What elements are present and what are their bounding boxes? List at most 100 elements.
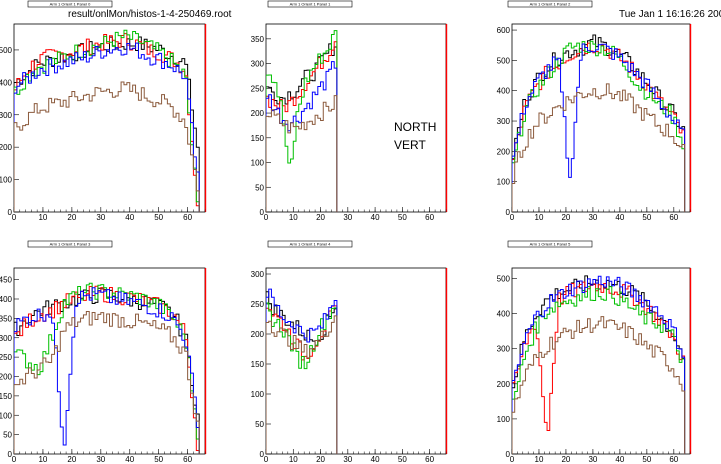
series-line — [14, 285, 200, 454]
panel-4: Arm 1 Orient 1 Panel 4 0 10 20 30 40 50 60 0 50 10… — [251, 240, 448, 464]
panel-title-tab: Arm 1 Orient 1 Panel 1 — [267, 0, 353, 8]
y-tick-label: 300 — [0, 111, 13, 120]
y-tick-label: 100 — [0, 411, 13, 420]
x-tick-label: 50 — [642, 455, 651, 464]
panel-title: Arm 1 Orient 1 Panel 5 — [530, 242, 571, 247]
y-tick-label: 400 — [0, 295, 13, 304]
series-line — [14, 311, 200, 454]
panel-title-tab: Arm 1 Orient 1 Panel 3 — [27, 240, 113, 248]
y-tick-label: 500 — [497, 56, 511, 65]
y-tick-label: 0 — [8, 208, 13, 217]
x-tick-label: 60 — [425, 213, 434, 222]
x-tick-label: 60 — [425, 455, 434, 464]
x-tick-label: 50 — [398, 213, 407, 222]
series-line — [14, 42, 200, 212]
x-tick-label: 30 — [588, 455, 597, 464]
panel-title: Arm 1 Orient 1 Panel 2 — [530, 2, 571, 7]
y-tick-label: 200 — [0, 143, 13, 152]
y-tick-label: 0 — [260, 450, 265, 459]
x-tick-label: 60 — [183, 455, 192, 464]
series-line — [512, 281, 686, 454]
y-tick-label: 200 — [0, 373, 13, 382]
y-tick-label: 400 — [497, 87, 511, 96]
series-line — [266, 315, 338, 454]
series-line — [266, 95, 338, 212]
y-tick-label: 300 — [497, 345, 511, 354]
x-tick-label: 50 — [154, 455, 163, 464]
x-tick-label: 10 — [38, 213, 47, 222]
y-tick-label: 400 — [0, 78, 13, 87]
y-tick-label: 50 — [255, 183, 264, 192]
date-time: Tue Jan 1 16:16:26 2008 — [619, 9, 721, 20]
panel-3: Arm 1 Orient 1 Panel 3 0 10 20 30 40 50 60 0 50 10… — [0, 240, 207, 464]
series-line — [512, 83, 686, 212]
panel-title-tab: Arm 1 Orient 1 Panel 5 — [507, 240, 593, 248]
x-tick-label: 60 — [669, 455, 678, 464]
y-tick-label: 200 — [497, 380, 511, 389]
y-tick-label: 300 — [497, 117, 511, 126]
panel-5: Arm 1 Orient 1 Panel 5 0 10 20 30 40 50 60 0 100 2… — [497, 240, 692, 464]
y-tick-label: 0 — [260, 208, 265, 217]
series-line — [512, 316, 686, 454]
y-tick-label: 150 — [251, 134, 265, 143]
x-tick-label: 40 — [125, 213, 134, 222]
x-tick-label: 10 — [38, 455, 47, 464]
y-tick-label: 300 — [251, 270, 265, 279]
series-line — [512, 275, 686, 454]
x-tick-label: 40 — [615, 213, 624, 222]
panel-0: Arm 1 Orient 1 Panel 0 0 10 20 30 40 50 60 0 100 2… — [0, 0, 207, 222]
panel-1: Arm 1 Orient 1 Panel 1 0 10 20 30 40 50 60 0 50 10… — [251, 0, 448, 222]
orientation-label: VERT — [394, 138, 426, 152]
y-tick-label: 300 — [251, 60, 265, 69]
x-tick-label: 20 — [316, 213, 325, 222]
x-tick-label: 60 — [183, 213, 192, 222]
x-tick-label: 60 — [669, 213, 678, 222]
x-tick-label: 10 — [535, 455, 544, 464]
x-tick-label: 50 — [154, 213, 163, 222]
x-tick-label: 0 — [264, 455, 269, 464]
x-tick-label: 10 — [289, 455, 298, 464]
y-tick-label: 400 — [497, 310, 511, 319]
y-tick-label: 200 — [251, 109, 265, 118]
plot-frame — [265, 267, 447, 455]
series-line — [14, 33, 200, 212]
panel-title: Arm 1 Orient 1 Panel 4 — [290, 242, 331, 247]
x-tick-label: 30 — [588, 213, 597, 222]
x-tick-label: 30 — [96, 213, 105, 222]
x-tick-label: 30 — [96, 455, 105, 464]
y-tick-label: 50 — [3, 431, 12, 440]
file-name: result/onlMon/histos-1-4-250469.root — [68, 9, 232, 20]
x-tick-label: 20 — [561, 213, 570, 222]
x-tick-label: 10 — [289, 213, 298, 222]
y-tick-label: 300 — [0, 334, 13, 343]
y-tick-label: 150 — [251, 360, 265, 369]
x-tick-label: 0 — [510, 455, 515, 464]
x-tick-label: 0 — [264, 213, 269, 222]
series-line — [266, 302, 338, 454]
series-line — [266, 288, 338, 454]
x-tick-label: 50 — [398, 455, 407, 464]
x-tick-label: 20 — [67, 213, 76, 222]
series-line — [266, 61, 338, 212]
x-tick-label: 0 — [12, 213, 17, 222]
panel-title-tab: Arm 1 Orient 1 Panel 2 — [507, 0, 593, 8]
arm-label: NORTH — [394, 120, 437, 134]
series-line — [14, 282, 200, 454]
y-tick-label: 200 — [251, 330, 265, 339]
x-tick-label: 40 — [125, 455, 134, 464]
y-tick-label: 100 — [251, 390, 265, 399]
x-tick-label: 20 — [316, 455, 325, 464]
x-tick-label: 10 — [535, 213, 544, 222]
series-line — [512, 34, 686, 212]
panel-title: Arm 1 Orient 1 Panel 3 — [50, 242, 91, 247]
y-tick-label: 450 — [0, 276, 13, 285]
series-line — [266, 30, 338, 212]
y-tick-label: 600 — [497, 26, 511, 35]
y-tick-label: 200 — [497, 147, 511, 156]
y-tick-label: 100 — [0, 176, 13, 185]
x-tick-label: 0 — [12, 455, 17, 464]
x-tick-label: 40 — [371, 213, 380, 222]
panel-2: Arm 1 Orient 1 Panel 20 10 20 30 40 50 6001002… — [497, 0, 692, 222]
x-tick-label: 40 — [615, 455, 624, 464]
y-tick-label: 150 — [0, 392, 13, 401]
